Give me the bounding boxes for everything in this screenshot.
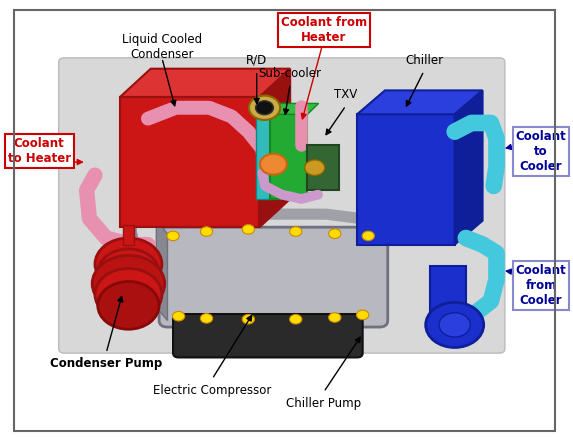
Bar bbox=[256, 108, 273, 199]
Circle shape bbox=[172, 312, 185, 321]
Circle shape bbox=[329, 229, 341, 239]
Text: Chiller Pump: Chiller Pump bbox=[286, 396, 361, 409]
Text: Electric Compressor: Electric Compressor bbox=[153, 384, 271, 396]
Bar bbox=[357, 114, 455, 245]
Circle shape bbox=[98, 249, 159, 297]
FancyBboxPatch shape bbox=[173, 314, 363, 357]
Text: TXV: TXV bbox=[334, 88, 358, 101]
Circle shape bbox=[95, 268, 162, 321]
Circle shape bbox=[249, 96, 280, 120]
FancyBboxPatch shape bbox=[58, 58, 505, 353]
Circle shape bbox=[305, 160, 325, 176]
Polygon shape bbox=[269, 104, 319, 114]
Circle shape bbox=[356, 310, 369, 320]
Bar bbox=[430, 266, 466, 319]
FancyBboxPatch shape bbox=[159, 227, 388, 327]
Circle shape bbox=[92, 255, 164, 312]
Circle shape bbox=[98, 281, 159, 329]
Polygon shape bbox=[260, 69, 290, 227]
Text: Condenser Pump: Condenser Pump bbox=[50, 357, 162, 371]
Bar bbox=[120, 97, 260, 227]
Polygon shape bbox=[120, 69, 290, 97]
Circle shape bbox=[289, 227, 302, 236]
Circle shape bbox=[289, 315, 302, 324]
Circle shape bbox=[329, 313, 341, 322]
Polygon shape bbox=[156, 221, 167, 321]
Circle shape bbox=[201, 314, 213, 323]
Circle shape bbox=[167, 231, 179, 241]
Circle shape bbox=[256, 101, 273, 115]
Polygon shape bbox=[455, 90, 482, 245]
Bar bbox=[269, 114, 308, 199]
Circle shape bbox=[242, 315, 254, 324]
Text: Coolant
from
Cooler: Coolant from Cooler bbox=[516, 264, 567, 307]
Text: R/D: R/D bbox=[246, 53, 268, 66]
Text: Chiller: Chiller bbox=[405, 53, 443, 66]
Bar bbox=[307, 145, 339, 190]
Text: Coolant
to
Cooler: Coolant to Cooler bbox=[516, 130, 567, 173]
Circle shape bbox=[426, 302, 484, 347]
Circle shape bbox=[260, 154, 287, 175]
Circle shape bbox=[201, 227, 213, 236]
Bar bbox=[123, 225, 134, 245]
Text: Coolant
to Heater: Coolant to Heater bbox=[7, 137, 70, 165]
Circle shape bbox=[439, 313, 470, 337]
Circle shape bbox=[362, 231, 374, 241]
Text: Sub-cooler: Sub-cooler bbox=[258, 66, 321, 80]
Polygon shape bbox=[357, 90, 482, 114]
Circle shape bbox=[242, 225, 254, 234]
Circle shape bbox=[95, 238, 162, 290]
Text: Coolant from
Heater: Coolant from Heater bbox=[281, 16, 367, 44]
Text: Liquid Cooled
Condenser: Liquid Cooled Condenser bbox=[122, 33, 202, 61]
